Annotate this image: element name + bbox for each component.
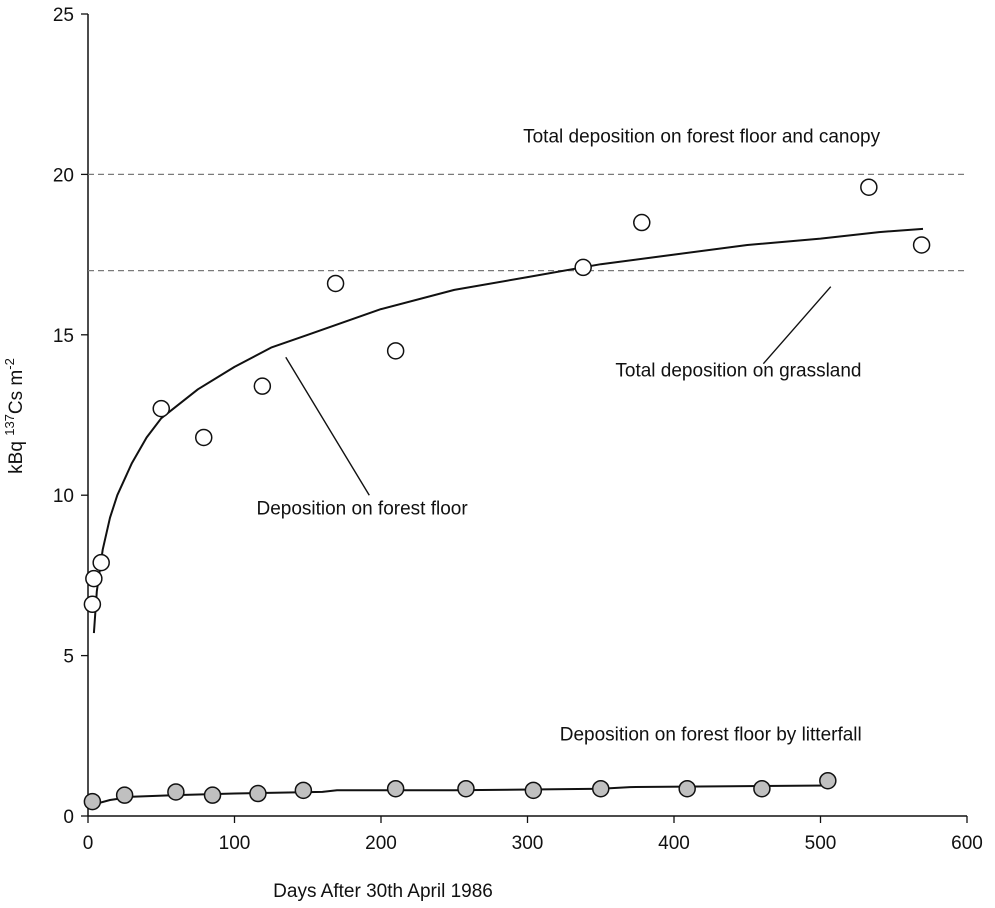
data-point — [386, 779, 405, 798]
data-point — [203, 786, 222, 804]
leader-line — [285, 356, 370, 496]
x-tick-label: 300 — [512, 833, 544, 854]
leader-lines — [285, 286, 832, 496]
axes: 0 100 200 300 400 500 600 0 5 10 15 20 25 — [53, 5, 983, 854]
y-tick-label: 0 — [63, 807, 74, 828]
data-point — [633, 213, 651, 232]
data-point — [574, 258, 592, 277]
data-point — [83, 792, 102, 811]
fit-line-1 — [92, 227, 924, 634]
y-tick-label: 20 — [53, 165, 74, 186]
data-point — [152, 399, 170, 418]
y-tick-label: 15 — [53, 326, 74, 347]
data-point — [860, 178, 878, 196]
data-point — [912, 236, 931, 254]
data-point — [457, 779, 475, 798]
annotation-label: Deposition on forest floor — [256, 498, 468, 519]
fit-lines — [92, 227, 924, 806]
y-tick-label: 25 — [53, 5, 74, 26]
data-point — [819, 771, 837, 790]
y-tick-label: 5 — [63, 647, 74, 668]
data-point — [115, 786, 134, 804]
x-tick-label: 600 — [951, 833, 983, 854]
data-markers — [83, 178, 931, 811]
x-tick-label: 500 — [805, 833, 837, 854]
leader-line — [762, 286, 832, 365]
annotation-label: Total deposition on forest floor and can… — [523, 126, 881, 147]
data-point — [678, 779, 696, 798]
data-point — [85, 569, 103, 588]
data-point — [326, 274, 345, 293]
x-tick-label: 0 — [83, 833, 94, 854]
annotations: Total deposition on forest floor and can… — [256, 126, 880, 745]
reference-lines — [88, 173, 967, 272]
data-point — [753, 779, 771, 798]
data-point — [249, 784, 267, 803]
x-tick-label: 100 — [219, 833, 251, 854]
annotation-label: Deposition on forest floor by litterfall — [560, 725, 862, 746]
data-point — [167, 783, 185, 801]
data-point — [83, 595, 102, 614]
x-axis-title: Days After 30th April 1986 — [273, 881, 493, 902]
data-point — [92, 553, 110, 572]
data-point — [294, 781, 313, 800]
annotation-label: Total deposition on grassland — [615, 361, 861, 382]
data-point — [194, 428, 213, 447]
data-point — [253, 377, 272, 395]
data-point — [386, 342, 405, 360]
data-point — [524, 781, 543, 800]
y-tick-label: 10 — [53, 486, 74, 507]
x-tick-label: 200 — [365, 833, 397, 854]
data-point — [592, 779, 610, 798]
x-tick-label: 400 — [658, 833, 690, 854]
y-axis-title: kBq 137Cs m-2 — [2, 358, 27, 474]
